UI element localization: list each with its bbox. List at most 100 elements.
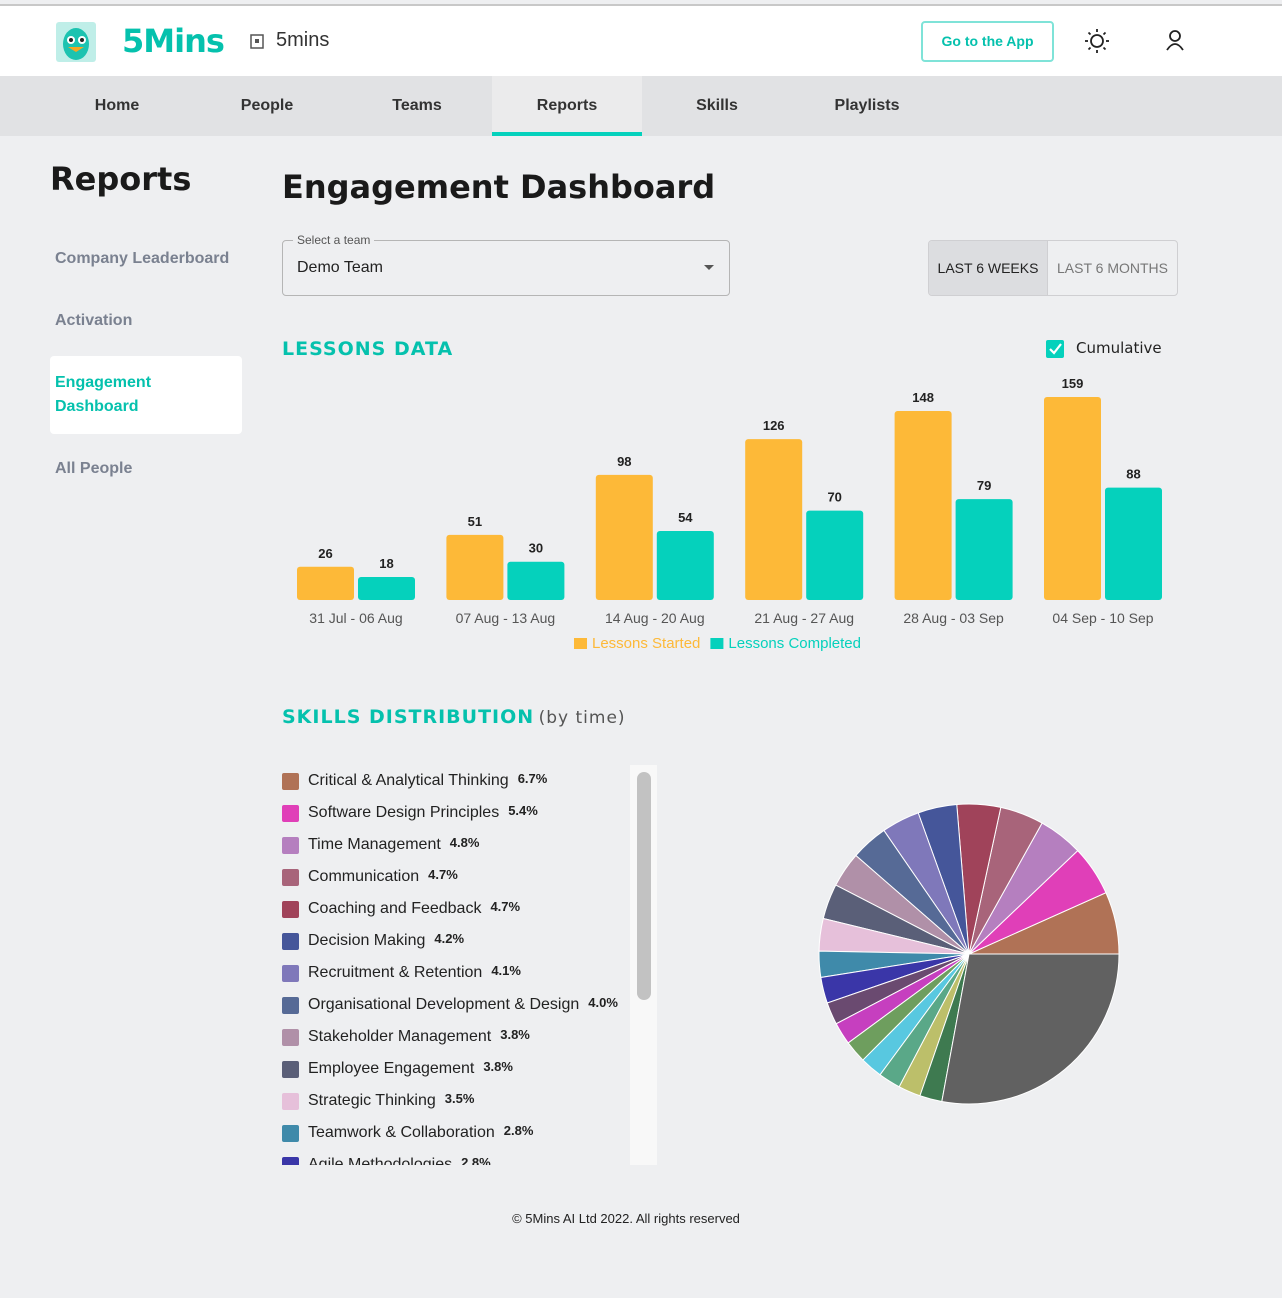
bar-value-label: 54 [678,510,693,525]
legend-item: Recruitment & Retention 4.1% [280,957,630,989]
cumulative-label: Cumulative [1076,339,1162,357]
footer: © 5Mins AI Ltd 2022. All rights reserved [512,1211,740,1226]
legend-item: Communication 4.7% [280,861,630,893]
legend-value: 5.4% [508,802,538,818]
legend-swatch [282,1156,299,1165]
skills-title: SKILLS DISTRIBUTION [282,706,535,728]
legend-value: 3.5% [444,1090,475,1106]
legend-swatch [282,868,299,886]
bar [1044,397,1101,600]
legend-value: 3.8% [500,1026,530,1042]
legend-swatch [282,804,299,822]
org-name: 5mins [276,29,330,51]
legend-label: Decision Making [308,932,426,949]
bar-value-label: 79 [977,478,991,493]
legend-value: 4.1% [491,962,521,978]
legend-value: 3.8% [483,1058,513,1074]
bar-value-label: 159 [1062,376,1084,391]
sidebar-active-bg [50,356,242,434]
org-icon [250,34,264,49]
bar [595,474,653,600]
bar-value-label: 26 [318,546,332,561]
range-button[interactable]: LAST 6 WEEKS [929,241,1048,295]
legend-value: 2.8% [461,1154,491,1166]
x-tick-label: 21 Aug - 27 Aug [754,610,854,626]
bar [1105,487,1162,600]
sidebar-link[interactable]: Engagement Dashboard [55,374,152,415]
header: 5Mins 5mins Go to the App [0,6,1282,76]
legend-swatch [282,964,299,982]
pie-legend: Critical & Analytical Thinking 6.7% Softwa… [280,765,630,1165]
nav-tab[interactable]: Skills [696,97,738,114]
bar [507,561,565,600]
bar [806,510,864,600]
legend-label: Stakeholder Management [308,1028,492,1045]
user-icon[interactable] [1164,28,1186,52]
bar-value-label: 88 [1126,467,1140,482]
skills-title-row: SKILLS DISTRIBUTION (by time) [282,706,626,728]
bar [745,439,803,600]
legend-label: Communication [308,868,420,885]
bar-value-label: 98 [617,454,631,469]
scrollbar-track [630,765,657,1165]
nav-tab[interactable]: People [240,97,294,114]
legend-label: Critical & Analytical Thinking [308,772,509,789]
sidebar-link[interactable]: Activation [55,312,133,329]
legend-swatch [282,900,299,918]
bar [656,531,714,600]
nav-tab[interactable]: Reports [492,76,642,136]
legend-item: Strategic Thinking 3.5% [280,1085,630,1117]
brand: 5Mins [122,22,225,60]
nav-tab[interactable]: Teams [392,97,442,114]
legend-label: Teamwork & Collaboration [308,1124,495,1141]
legend-label: Strategic Thinking [308,1092,436,1109]
legend-label: Lessons Completed [728,635,861,652]
legend-label: Time Management [308,836,441,853]
legend-swatch [282,1124,299,1142]
range-toggle: LAST 6 WEEKS LAST 6 MONTHS [928,240,1178,296]
legend-value: 2.8% [503,1122,534,1138]
team-select-label: Select a team [293,233,375,247]
legend-label: Software Design Principles [308,804,500,821]
bar-value-label: 30 [529,541,543,556]
nav-tab[interactable]: Playlists [834,97,900,114]
legend-item: Stakeholder Management 3.8% [280,1021,630,1053]
go-to-app-button[interactable]: Go to the App [921,21,1054,62]
legend-item: Teamwork & Collaboration 2.8% [280,1117,630,1149]
scrollbar-thumb[interactable] [637,772,651,1000]
nav-bar: Home People Teams Reports Skills Playlists [0,76,1282,136]
legend-value: 4.7% [428,866,458,882]
lessons-title: LESSONS DATA [282,338,454,360]
sidebar-link[interactable]: All People [55,460,133,477]
page-title: Engagement Dashboard [282,168,716,206]
x-tick-label: 07 Aug - 13 Aug [456,610,556,626]
sidebar-link[interactable]: Company Leaderboard [55,250,230,267]
legend-label: Coaching and Feedback [308,900,482,917]
legend-item: Time Management 4.8% [280,829,630,861]
bar [955,499,1013,600]
bar-value-label: 51 [468,514,482,529]
cumulative-checkbox [1046,340,1064,358]
legend-item: Coaching and Feedback 4.7% [280,893,630,925]
x-tick-label: 04 Sep - 10 Sep [1052,610,1153,626]
x-tick-label: 31 Jul - 06 Aug [309,610,402,626]
logo-icon [56,22,96,62]
legend-swatch [574,638,587,649]
team-select-value: Demo Team [297,259,383,276]
bar-value-label: 126 [763,418,785,433]
team-select[interactable]: Select a team Demo Team [282,233,730,296]
bar-value-label: 148 [912,390,934,405]
legend-item: Decision Making 4.2% [280,925,630,957]
range-button[interactable]: LAST 6 MONTHS [1057,260,1168,276]
top-border [0,4,1282,6]
theme-toggle[interactable] [1084,28,1110,54]
bar-value-label: 18 [379,556,393,571]
x-tick-label: 14 Aug - 20 Aug [605,610,705,626]
checkmark [1049,343,1062,355]
legend-item: Critical & Analytical Thinking 6.7% [280,765,630,797]
nav-tab[interactable]: Home [94,97,140,114]
legend-swatch [282,1092,299,1110]
legend-label: Employee Engagement [308,1060,475,1077]
